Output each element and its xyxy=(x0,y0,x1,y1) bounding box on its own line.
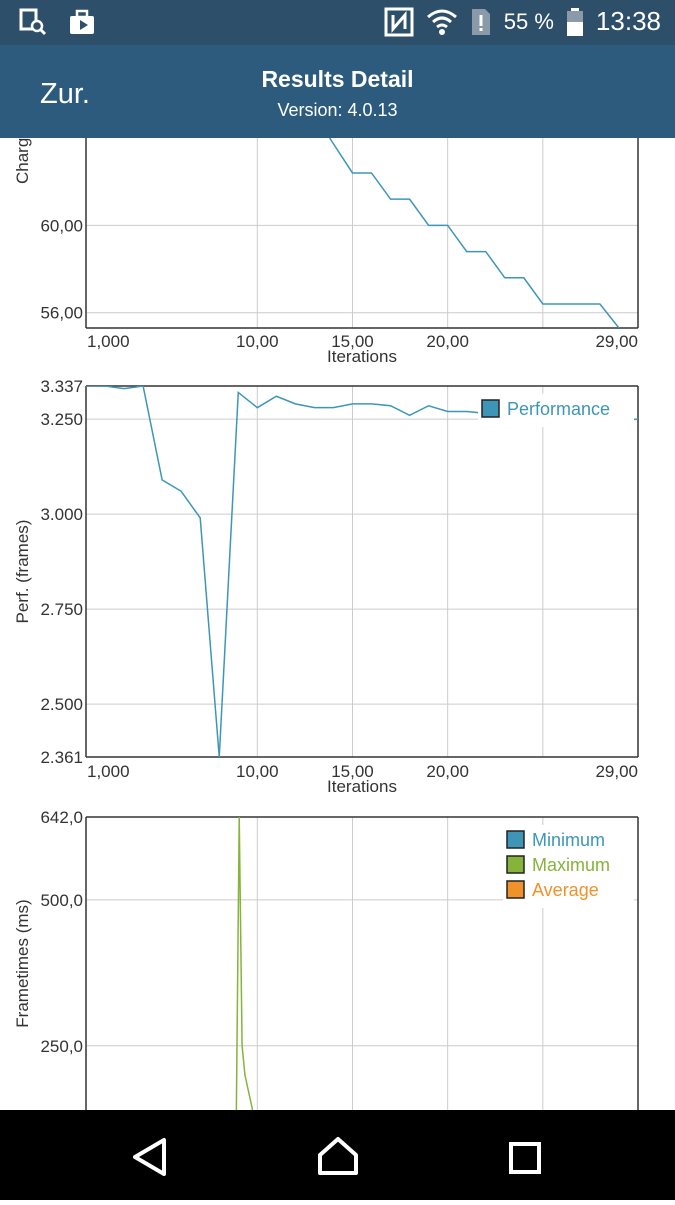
series-line-performance xyxy=(86,386,638,757)
legend-label-minimum: Minimum xyxy=(532,830,605,850)
clock-time: 13:38 xyxy=(595,6,661,36)
y-tick-label: 56,00 xyxy=(40,304,83,323)
nav-home-icon xyxy=(318,1137,358,1175)
battery-icon xyxy=(566,7,583,36)
status-bar: 55 % 13:38 xyxy=(0,0,675,45)
wifi-icon xyxy=(426,9,457,35)
navigation-bar xyxy=(0,1110,675,1200)
y-axis-title: Perf. (frames) xyxy=(13,520,32,624)
legend-swatch-maximum xyxy=(506,855,525,874)
nav-recents-button[interactable] xyxy=(465,1110,585,1200)
legend-label-maximum: Maximum xyxy=(532,855,610,875)
chart-1: 60,00 56,001,000 10,00 15,00 20,00 29,00 Itera… xyxy=(13,138,639,366)
legend-label-performance: Performance xyxy=(507,399,610,419)
legend-swatch-average xyxy=(506,880,525,899)
version-label: Version: 4.0.13 xyxy=(277,100,398,120)
x-tick-label: 29,00 xyxy=(595,332,638,351)
chart-3: 642,0 500,0 250,0 Frametimes (ms) Minimum Max… xyxy=(13,808,639,1110)
x-tick-label: 20,00 xyxy=(426,762,469,781)
back-button[interactable]: Zur. xyxy=(40,78,90,110)
x-tick-label: 10,00 xyxy=(236,762,279,781)
y-tick-label: 500,0 xyxy=(40,891,83,910)
media-bag-icon xyxy=(70,9,94,34)
y-axis-title: Charg xyxy=(13,138,32,184)
y-tick-label: 2.500 xyxy=(40,695,83,714)
y-tick-label: 642,0 xyxy=(40,808,83,827)
legend-background xyxy=(503,825,634,908)
app-bar: Zur. Results Detail Version: 4.0.13 xyxy=(0,45,675,138)
chart-legend: Minimum Maximum Average xyxy=(503,825,634,908)
nfc-icon xyxy=(384,7,414,36)
y-tick-label: 2.750 xyxy=(40,600,83,619)
nav-recents-square-icon xyxy=(509,1142,541,1174)
battery-percent: 55 % xyxy=(503,8,554,34)
results-charts[interactable]: 60,00 56,00 1,000 10,00 15,00 20,00 29,00 Itera… xyxy=(0,138,675,1110)
x-tick-label: 29,00 xyxy=(595,762,638,781)
x-axis-title: Iterations xyxy=(327,777,397,796)
x-tick-label: 20,00 xyxy=(426,332,469,351)
nav-home-button[interactable] xyxy=(278,1110,398,1200)
legend-swatch-minimum xyxy=(506,830,525,849)
series-line-values xyxy=(329,138,620,328)
page-title: Results Detail xyxy=(261,66,414,92)
x-tick-label: 1,000 xyxy=(87,332,130,351)
legend-background xyxy=(478,394,634,427)
series-line-maximum xyxy=(235,817,254,1110)
y-tick-label: 250,0 xyxy=(40,1037,83,1056)
nav-back-triangle-icon xyxy=(133,1138,166,1176)
y-tick-label: 3.250 xyxy=(40,410,83,429)
legend-label-average: Average xyxy=(532,880,599,900)
screenshot-search-icon xyxy=(19,8,47,36)
x-tick-label: 15,00 xyxy=(331,762,374,781)
chart-legend: Performance xyxy=(478,394,634,427)
sim-alert-icon xyxy=(471,8,490,35)
nav-back-button[interactable] xyxy=(90,1110,210,1200)
x-tick-label: 1,000 xyxy=(87,762,130,781)
legend-swatch-performance xyxy=(481,399,500,418)
y-tick-label: 3.337 xyxy=(40,377,83,396)
x-tick-label: 15,00 xyxy=(331,332,374,351)
y-tick-label: 2.361 xyxy=(40,748,83,767)
x-tick-label: 10,00 xyxy=(236,332,279,351)
y-tick-label: 3.000 xyxy=(40,505,83,524)
y-tick-label: 60,00 xyxy=(40,216,83,235)
y-axis-title: Frametimes (ms) xyxy=(13,899,32,1027)
x-axis-title: Iterations xyxy=(327,347,397,366)
